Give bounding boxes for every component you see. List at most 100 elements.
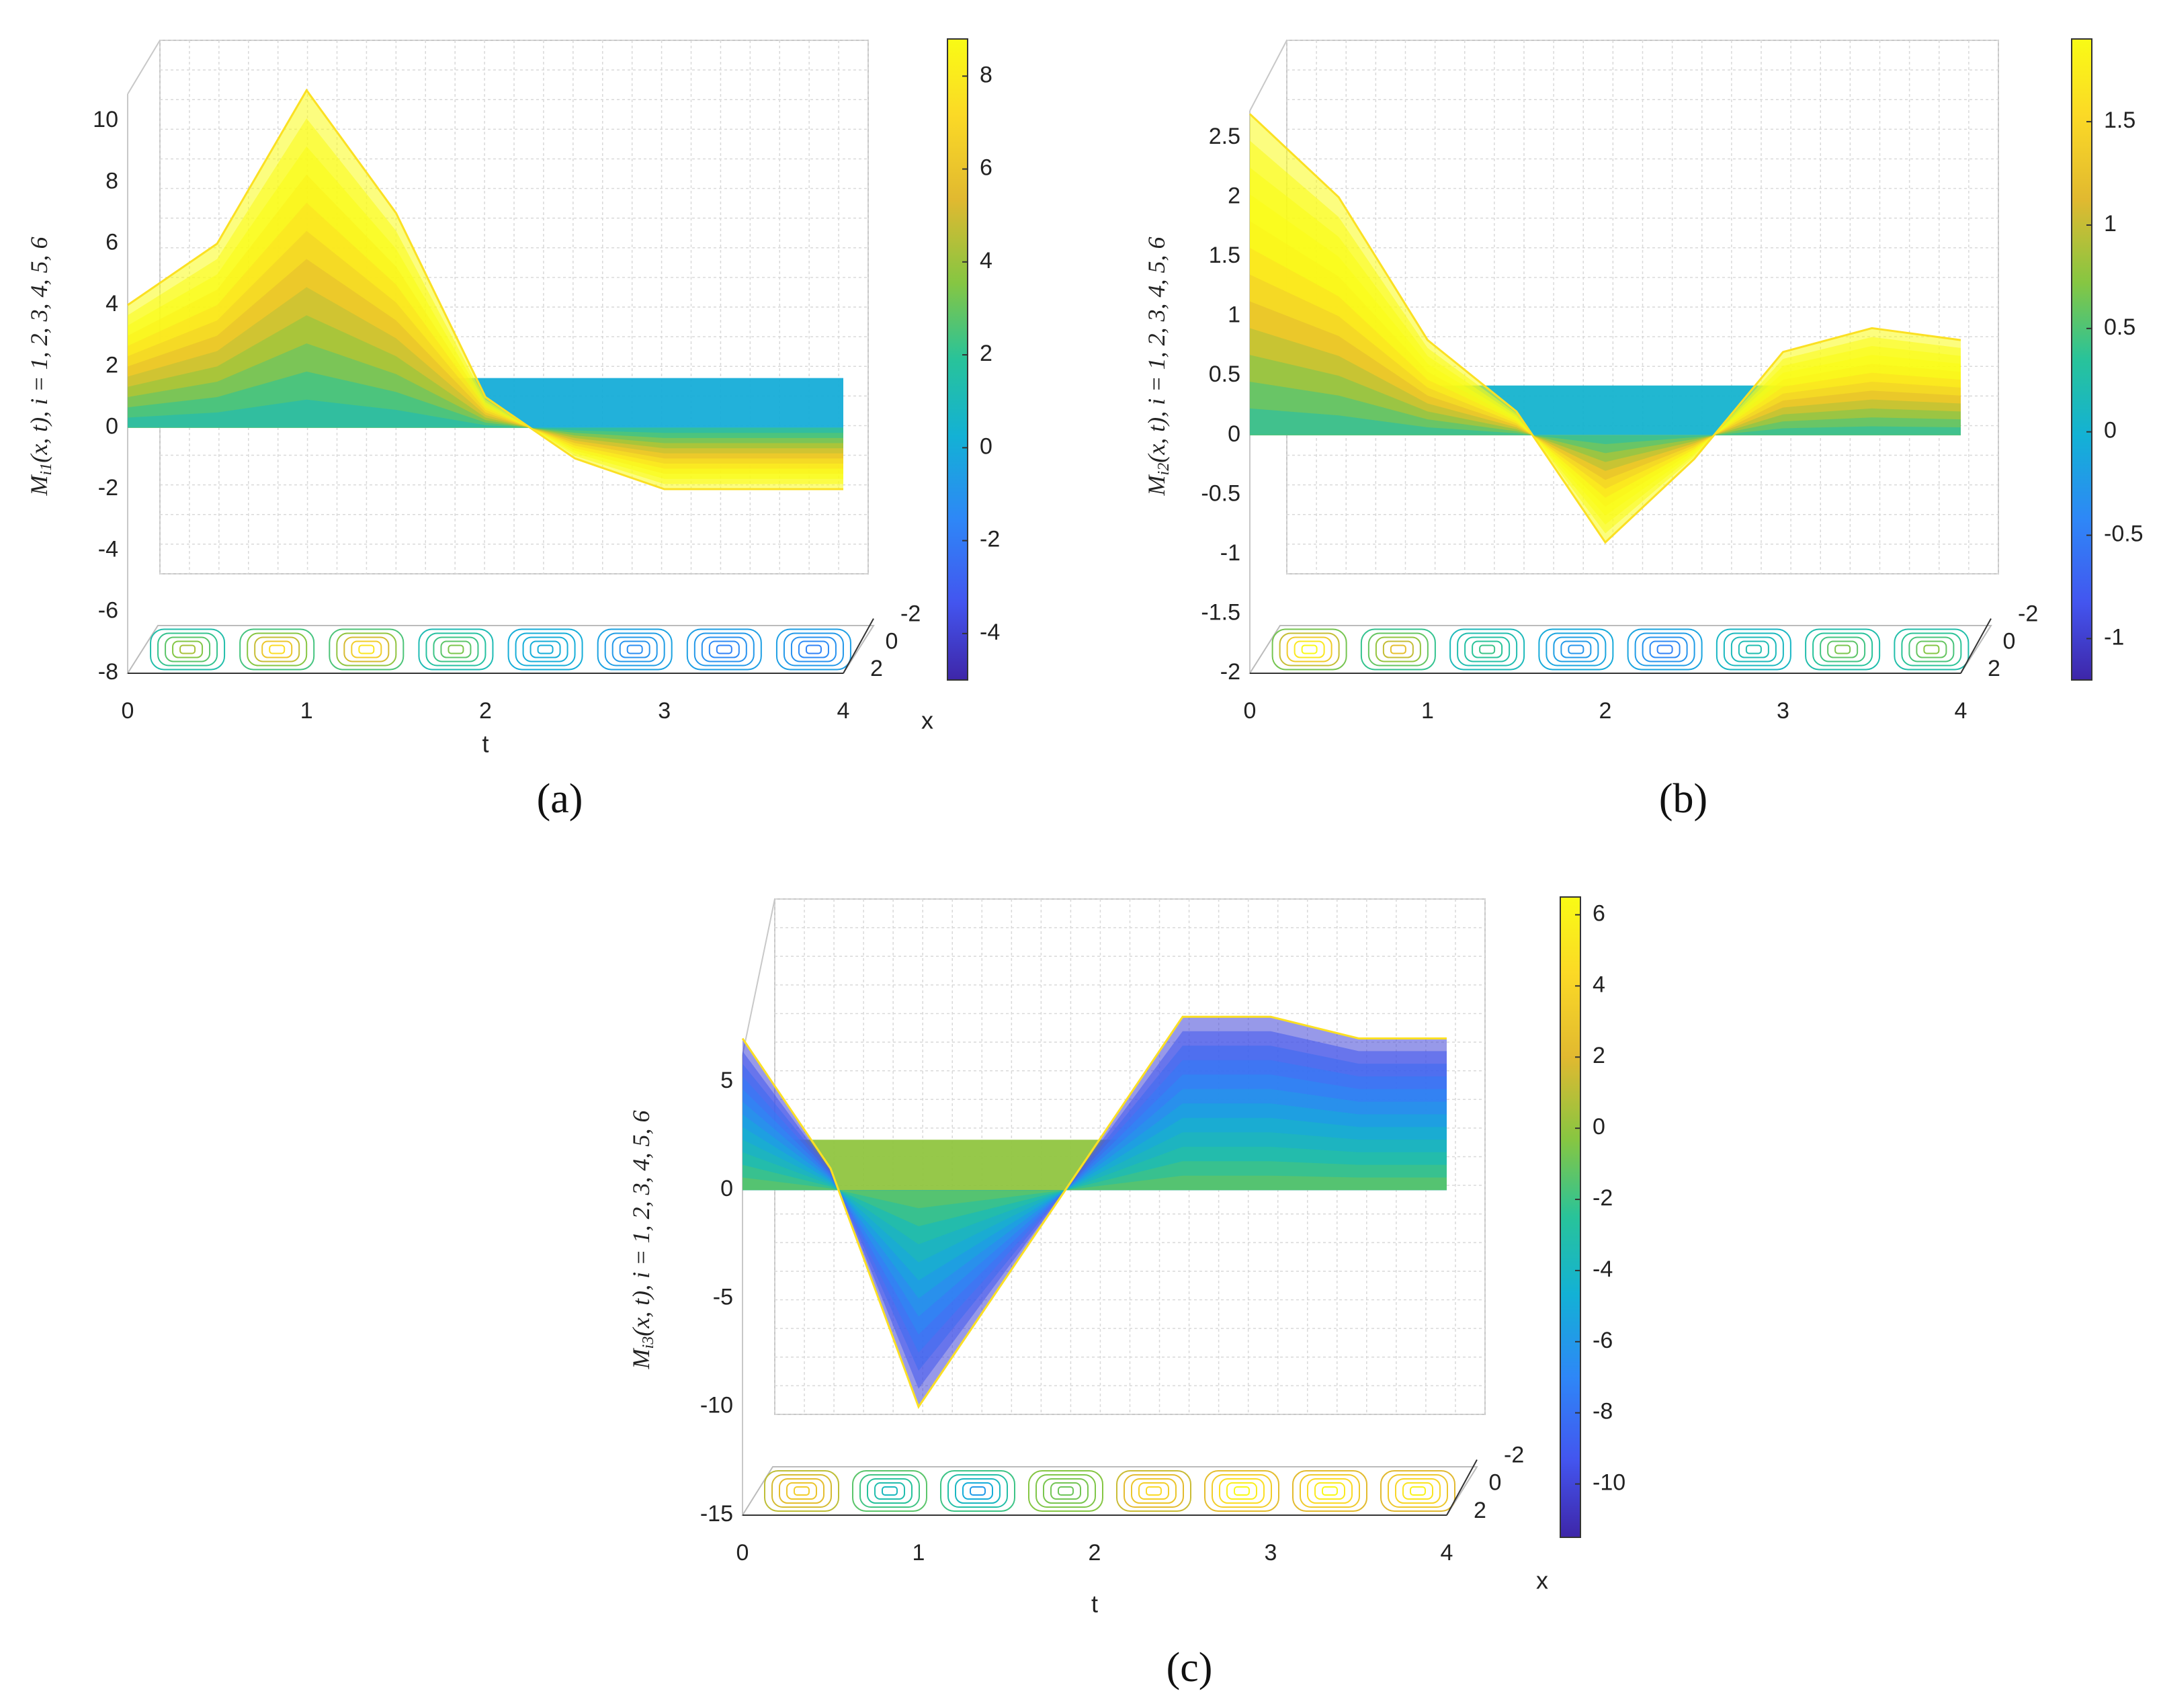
colorbar: -10 -8 -6 -4 -2 0 2 4 6 [1560,896,1625,1538]
x-tick-label: -2 [900,601,921,627]
contour-line [1457,632,1518,667]
contour-line [343,636,390,663]
contour-line [1279,632,1340,667]
contour-line [1395,1478,1441,1504]
colorbar-tick-label: -4 [980,620,1000,645]
colorbar-tick-label: 0.5 [2104,314,2135,340]
box-edge [127,40,161,95]
z-axis-label: Mi3(x, t), i = 1, 2, 3, 4, 5, 6 [628,1111,657,1370]
contour-line [1916,640,1947,658]
contour-line [172,640,204,658]
z-tick-label: 6 [105,230,118,255]
contour-line [1124,1474,1184,1508]
contour-line [1627,628,1703,671]
contour-line [1380,1470,1455,1512]
x-axis-line [1446,1459,1478,1516]
contour-line [1649,640,1681,658]
surface [1248,113,1961,544]
contour-line [1388,1474,1448,1508]
z-axis-label-sub: i1 [38,463,55,476]
colorbar-tick-label: 1.5 [2104,108,2135,133]
z-axis-label: Mi2(x, t), i = 1, 2, 3, 4, 5, 6 [1143,237,1172,497]
z-tick-label: 4 [105,291,118,316]
t-tick-label: 0 [122,698,134,724]
z-tick-label: -10 [700,1393,733,1418]
contour-line [1212,1474,1272,1508]
colorbar-tick-label: -4 [1593,1256,1613,1282]
z-tick-label: 0.5 [1209,361,1240,387]
z-tick-label: 8 [105,168,118,194]
z-tick-label: -1.5 [1201,599,1240,625]
contour-line [1634,632,1695,667]
contour-line [1043,1478,1089,1504]
contour-line [1745,644,1762,654]
contour-line [1464,636,1511,663]
contour-line [1390,644,1406,654]
contour-floor [126,624,875,674]
z-tick-label: -0.5 [1201,480,1240,506]
contour-line [329,628,405,671]
contour-line [1538,628,1614,671]
x-tick-label: 0 [2003,628,2016,654]
contour-line [1146,1486,1162,1496]
contour-line [1226,1482,1257,1500]
contour-line [1901,632,1962,667]
contour-floor [1248,624,1992,674]
contour-line [1292,1470,1367,1512]
contour-line [1234,1486,1250,1496]
contour-line [247,632,308,667]
contour-line [1116,1470,1191,1512]
t-tick-label: 1 [913,1540,925,1566]
x-tick-label: 2 [1988,656,2000,681]
contour-line [254,636,300,663]
contour-line [1805,628,1881,671]
box-edge [1249,40,1287,112]
contour-line [1656,644,1673,654]
t-tick-label: 4 [837,698,850,724]
z-axis-label-sub: i2 [1155,463,1173,476]
x-tick-label: 2 [1474,1498,1486,1523]
contour-line [507,628,583,671]
contour-line [179,644,196,654]
z-tick-label: -6 [98,598,118,624]
x-axis-label: x [921,707,933,734]
z-tick-label: 0 [1228,421,1240,447]
contour-line [874,1482,905,1500]
contour-line [701,636,747,663]
contour-line [882,1486,898,1496]
contour-line [947,1474,1008,1508]
contour-line [1219,1478,1265,1504]
contour-line [351,640,382,658]
contour-line [597,628,673,671]
colorbar-tick-label: 4 [1593,972,1605,997]
contour-line [783,632,844,667]
x-tick-label: 0 [886,628,898,654]
contour-line [1479,644,1496,654]
contour-line [1834,644,1851,654]
colorbar-gradient [1560,896,1581,1538]
contour-line [716,644,732,654]
contour-line [1138,1482,1169,1500]
t-axis-label: t [1091,1590,1098,1618]
contour-line [786,1482,817,1500]
x-tick-label: 2 [870,656,883,681]
z-axis-label-sub: i3 [640,1336,657,1349]
contour-line [962,1482,993,1500]
z-tick-label: 2 [1228,183,1240,209]
contour-line [859,1474,920,1508]
z-tick-label: -4 [98,536,118,562]
contour-line [1301,644,1318,654]
panel-label: (c) [1167,1645,1213,1691]
contour-line [1546,632,1607,667]
contour-line [1894,628,1970,671]
contour-line [239,628,315,671]
contour-line [1738,640,1769,658]
contour-line [1360,628,1436,671]
contour-line [955,1478,1001,1504]
z-tick-label: -2 [1220,659,1240,685]
z-axis-label-rest: (x, t), i = 1, 2, 3, 4, 5, 6 [1143,237,1170,463]
contour-line [522,636,568,663]
contour-line [440,640,472,658]
contour-line [1812,632,1873,667]
contour-line [867,1478,913,1504]
